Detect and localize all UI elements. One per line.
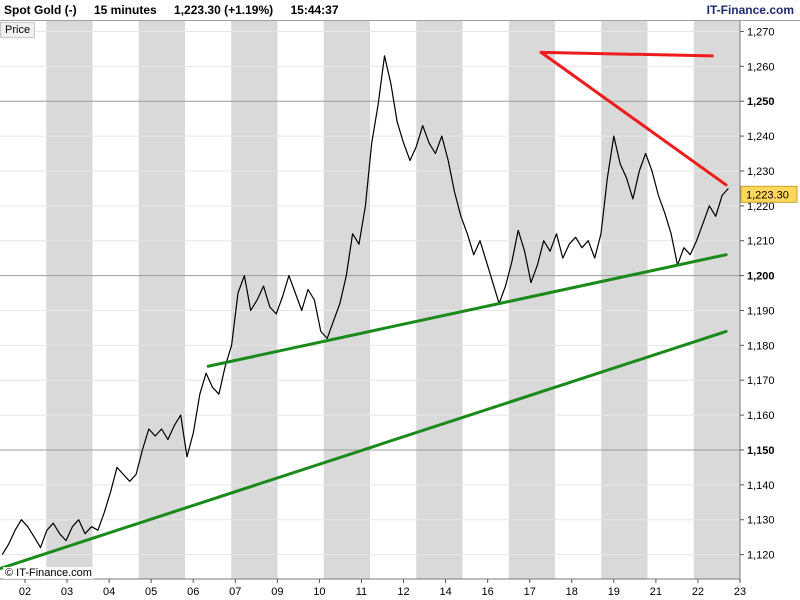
y-tick-label: 1,240 <box>747 131 775 143</box>
x-tick-label: 23 <box>734 586 746 598</box>
y-tick-label: 1,230 <box>747 166 775 178</box>
session-band <box>693 21 740 579</box>
brand-label[interactable]: IT-Finance.com <box>706 3 794 17</box>
x-tick-label: 06 <box>187 586 199 598</box>
support-trendline <box>0 329 728 571</box>
instrument-name: Spot Gold (-) <box>4 3 77 17</box>
session-band <box>323 21 370 579</box>
header-info: Spot Gold (-) 15 minutes 1,223.30 (+1.19… <box>4 3 353 17</box>
x-tick-label: 16 <box>482 586 494 598</box>
last-price-label: 1,223.30 <box>746 189 789 201</box>
y-tick-label: 1,260 <box>747 61 775 73</box>
session-band <box>138 21 185 579</box>
y-tick-label: 1,180 <box>747 340 775 352</box>
last-change-value: 1,223.30 (+1.19%) <box>174 3 274 17</box>
y-tick-label: 1,270 <box>747 26 775 38</box>
x-tick-label: 02 <box>19 586 31 598</box>
y-tick-label: 1,210 <box>747 236 775 248</box>
time-axis-panel <box>0 579 800 600</box>
x-tick-label: 04 <box>103 586 115 598</box>
copyright-label: © IT-Finance.com <box>3 567 94 579</box>
y-tick-label: 1,140 <box>747 480 775 492</box>
resistance-trendline <box>539 50 728 187</box>
x-tick-label: 11 <box>356 586 367 598</box>
price-axis-tag: Price <box>0 22 36 38</box>
session-band <box>46 21 93 579</box>
session-band <box>231 21 278 579</box>
y-tick-label: 1,130 <box>747 515 775 527</box>
y-tick-label: 1,120 <box>747 550 775 562</box>
y-tick-label: 1,160 <box>747 410 775 422</box>
y-tick-label: 1,150 <box>747 445 775 457</box>
last-price-box <box>740 185 798 203</box>
y-tick-label: 1,170 <box>747 375 775 387</box>
y-tick-label: 1,200 <box>747 271 775 283</box>
y-tick-label: 1,250 <box>747 96 775 108</box>
x-tick-label: 05 <box>145 586 157 598</box>
y-tick-label: 1,190 <box>747 305 775 317</box>
y-tick-label: 1,220 <box>747 201 775 213</box>
support-trendline <box>206 253 728 368</box>
timeframe-label: 15 minutes <box>94 3 157 17</box>
chart-header: Spot Gold (-) 15 minutes 1,223.30 (+1.19… <box>0 0 800 21</box>
session-band <box>601 21 648 579</box>
x-tick-label: 21 <box>650 586 662 598</box>
x-tick-label: 10 <box>313 586 325 598</box>
x-tick-label: 14 <box>439 586 451 598</box>
x-tick-label: 03 <box>61 586 73 598</box>
price-line <box>1 55 729 555</box>
x-tick-label: 18 <box>566 586 578 598</box>
x-tick-label: 09 <box>271 586 283 598</box>
session-band <box>416 21 463 579</box>
x-tick-label: 07 <box>229 586 241 598</box>
resistance-trendline <box>539 50 714 58</box>
time-label: 15:44:37 <box>290 3 339 17</box>
x-tick-label: 22 <box>692 586 704 598</box>
x-tick-label: 19 <box>608 586 620 598</box>
x-tick-label: 12 <box>397 586 409 598</box>
price-axis-panel <box>740 21 800 579</box>
x-tick-label: 17 <box>524 586 536 598</box>
